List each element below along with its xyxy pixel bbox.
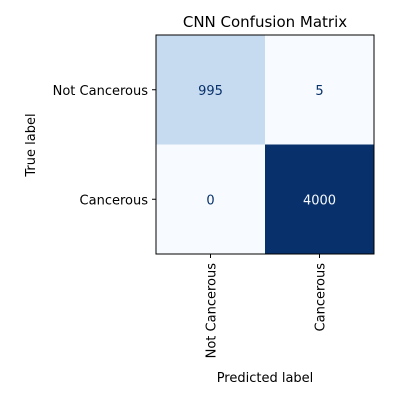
y-axis-label: True label xyxy=(24,113,39,177)
chart-title: CNN Confusion Matrix xyxy=(183,13,347,31)
x-tick-label: Not Cancerous xyxy=(205,263,220,359)
matrix-cell xyxy=(156,35,265,145)
cell-value-label: 0 xyxy=(206,193,214,208)
axis-ticks: Not Cancerous Cancerous Not Cancerous Cance… xyxy=(53,84,329,359)
matrix-cell xyxy=(265,35,374,145)
cell-value-label: 995 xyxy=(198,84,223,99)
y-tick-label: Cancerous xyxy=(80,193,149,208)
matrix-cell xyxy=(156,144,265,254)
cell-value-label: 4000 xyxy=(303,193,336,208)
plot-frame xyxy=(155,34,375,255)
x-axis-label: Predicted label xyxy=(217,371,314,386)
x-tick-label: Cancerous xyxy=(314,263,329,332)
cell-value-label: 5 xyxy=(315,84,323,99)
matrix-cells: 995 5 0 4000 xyxy=(156,35,374,254)
y-tick-label: Not Cancerous xyxy=(53,84,149,99)
matrix-cell xyxy=(265,144,374,254)
